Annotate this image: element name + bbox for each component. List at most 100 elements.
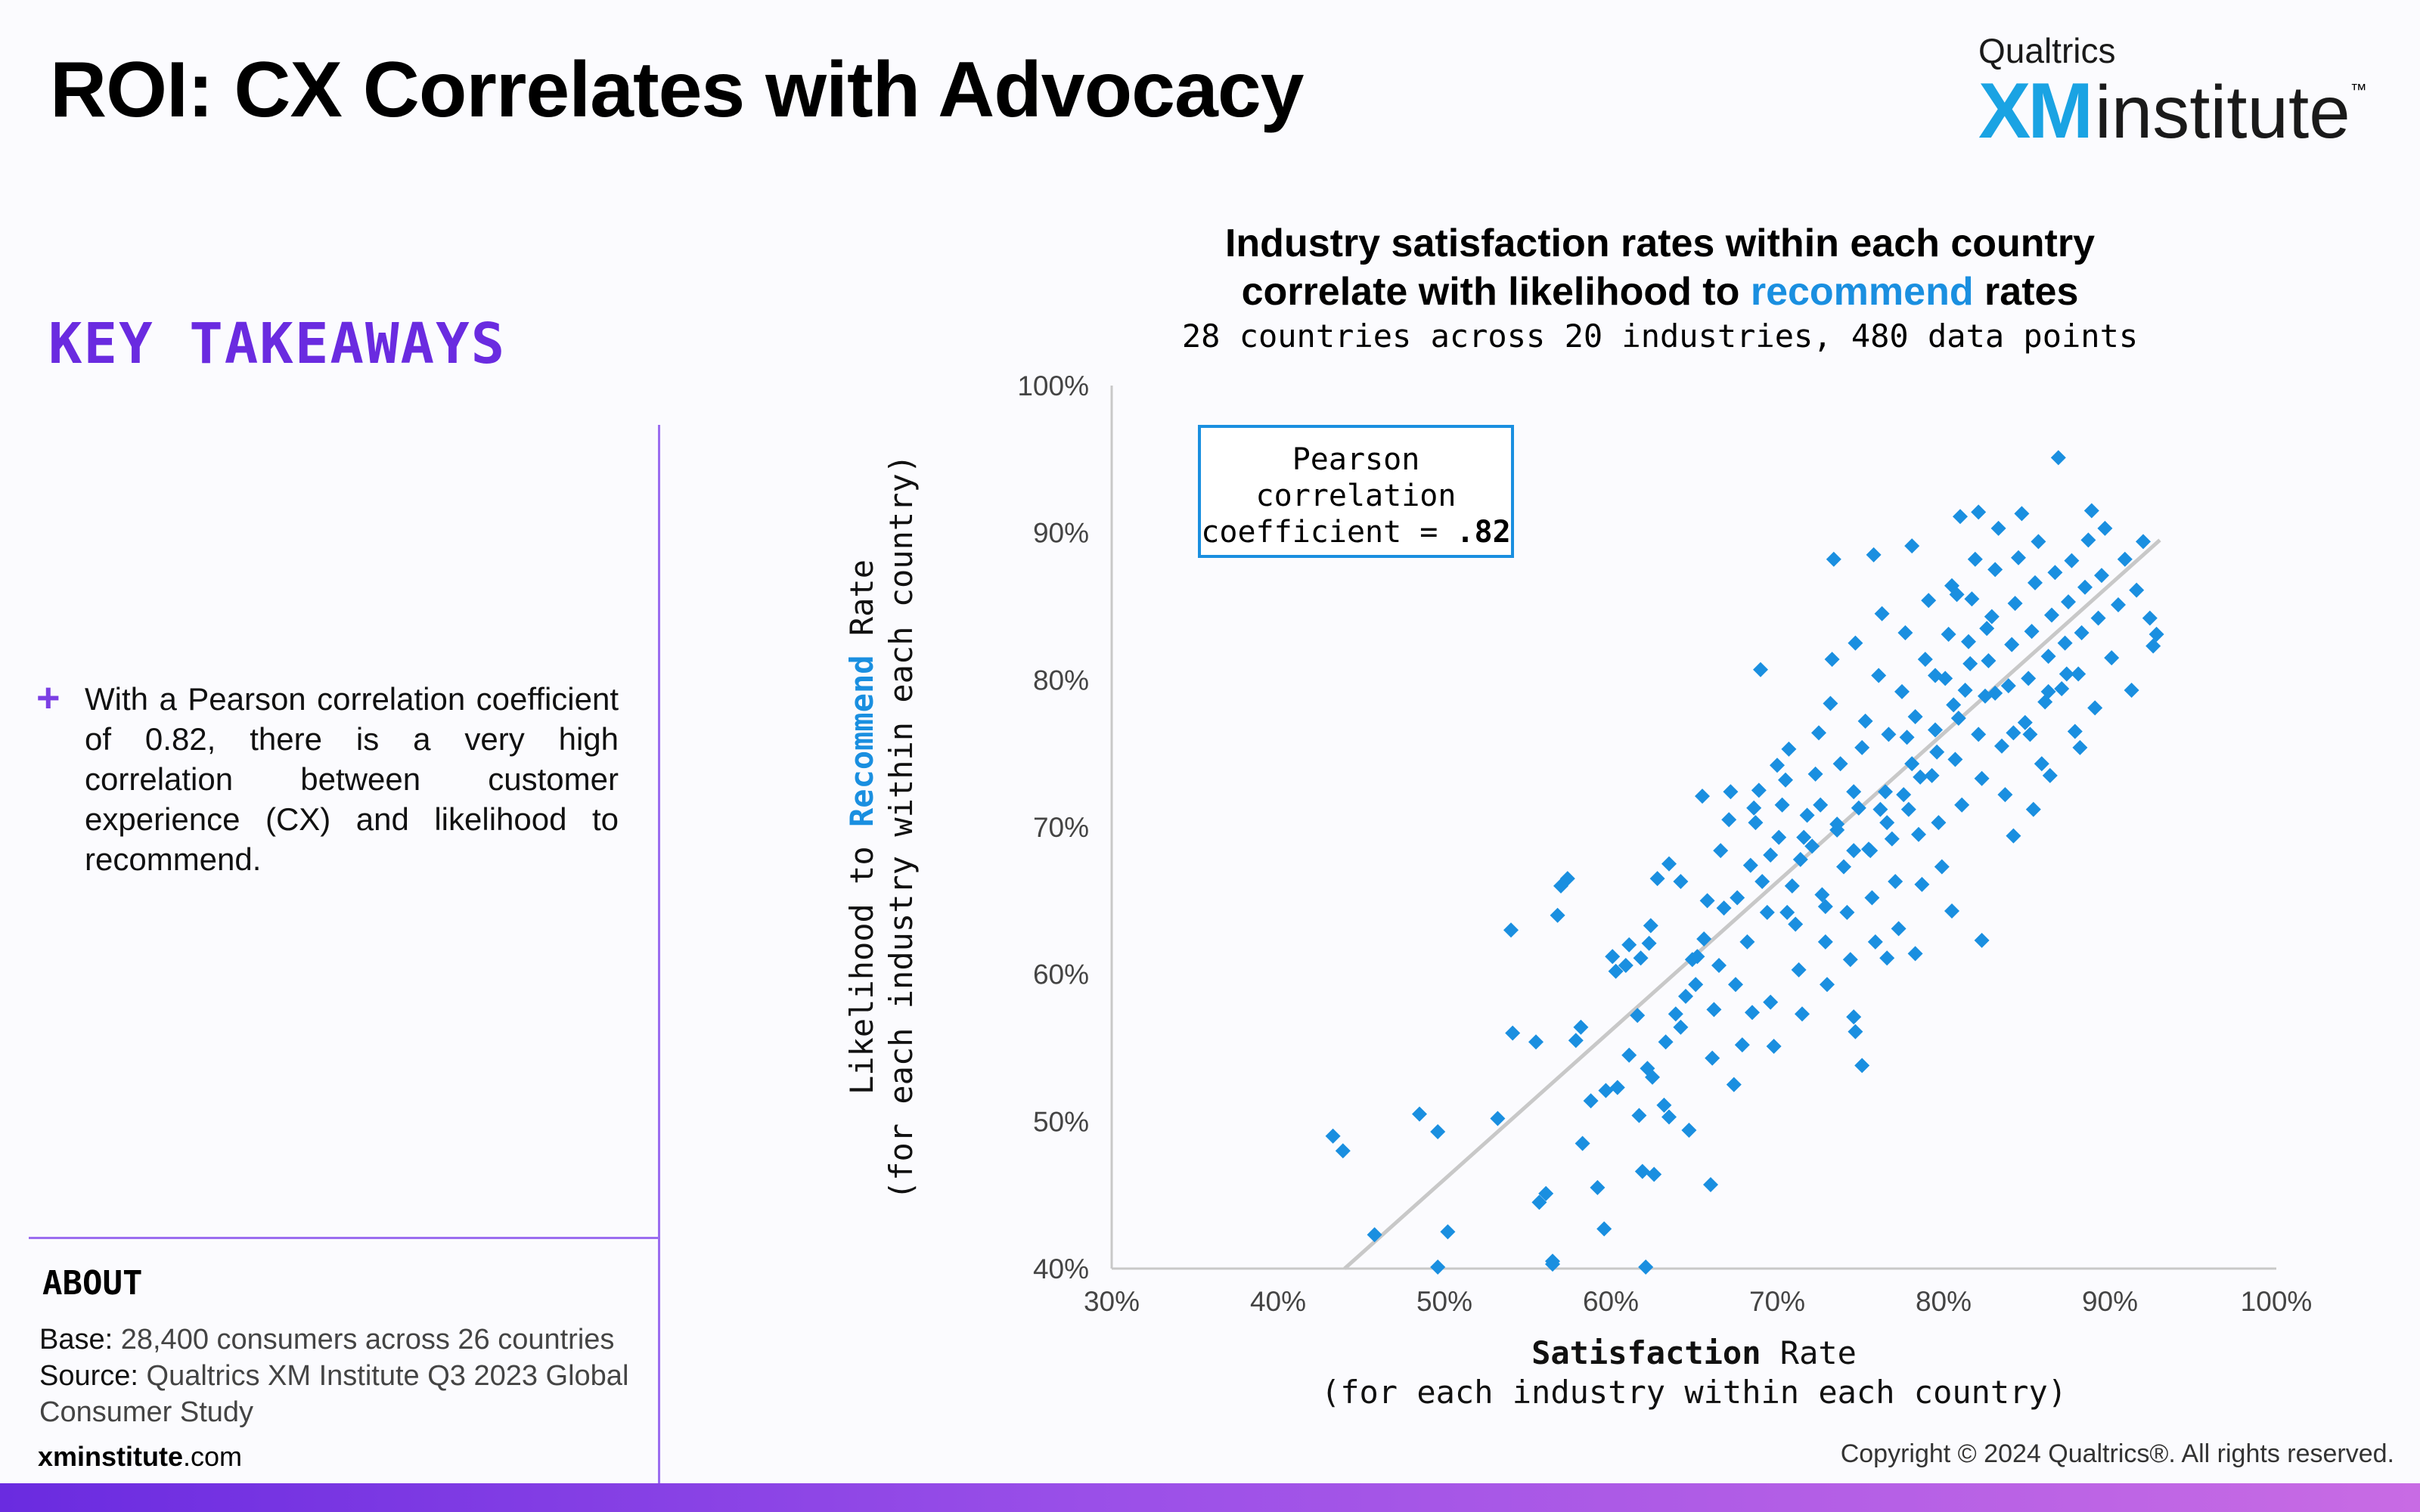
data-point <box>1730 890 1745 906</box>
data-point <box>1891 921 1907 937</box>
data-point <box>1696 931 1712 947</box>
y-axis-label: Likelihood to Recommend Rate (for each i… <box>842 449 921 1205</box>
y-axis-label-line2: (for each industry within each country) <box>883 454 920 1201</box>
correlation-annotation: Pearson correlation coefficient = .82 <box>1198 425 1514 558</box>
data-point <box>2017 714 2033 730</box>
data-point <box>1929 744 1945 760</box>
x-tick-labels: 30% 40% 50% 60% 70% 80% 90% 100% <box>1084 1286 2312 1317</box>
data-point <box>1814 887 1830 903</box>
source-value: Qualtrics XM Institute Q3 2023 Global Co… <box>39 1360 629 1428</box>
y-tick-label: 80% <box>1033 665 1089 696</box>
y-tick-labels: 40% 50% 60% 70% 80% 90% 100% <box>1017 370 1089 1284</box>
data-point <box>1946 697 1962 713</box>
data-point <box>2040 683 2056 699</box>
data-point <box>1962 655 1978 671</box>
data-point <box>1846 784 1862 800</box>
data-point <box>1430 1259 1446 1275</box>
data-point <box>1874 606 1890 621</box>
data-point <box>1888 874 1903 890</box>
data-point <box>2094 568 2109 584</box>
data-point <box>1689 949 1705 965</box>
data-point <box>1879 950 1895 966</box>
data-point <box>1896 787 1912 803</box>
data-point <box>2117 551 2133 567</box>
about-base: Base: 28,400 consumers across 26 countri… <box>39 1321 659 1358</box>
data-point <box>1490 1111 1506 1126</box>
data-point <box>2025 801 2041 817</box>
sidebar-divider-vertical <box>658 425 660 1483</box>
data-point <box>1974 932 1990 948</box>
data-point <box>1994 738 2009 754</box>
data-point <box>1899 730 1915 745</box>
data-point <box>1503 922 1519 938</box>
annotation-value: .82 <box>1456 515 1511 550</box>
data-point <box>1673 1019 1689 1035</box>
data-point <box>1914 876 1930 892</box>
y-axis-label-post: Rate <box>843 559 880 655</box>
footer-site-link[interactable]: xminstitute.com <box>38 1441 242 1473</box>
takeaway-text: With a Pearson correlation coefficient o… <box>85 681 619 877</box>
data-point <box>1658 1034 1674 1050</box>
data-point <box>1726 1077 1742 1092</box>
data-point <box>2044 607 2059 623</box>
plot-axes <box>1110 386 2276 1270</box>
y-tick-label: 70% <box>1033 812 1089 843</box>
data-point <box>2011 550 2026 565</box>
data-point <box>1771 829 1787 845</box>
data-point <box>1661 1109 1677 1125</box>
data-point <box>1640 1061 1655 1077</box>
y-axis-label-pre: Likelihood to <box>843 827 880 1095</box>
base-label: Base: <box>39 1324 113 1356</box>
data-point <box>1668 1006 1683 1022</box>
data-point <box>1904 538 1920 554</box>
bottom-gradient-bar <box>0 1483 2420 1512</box>
data-point <box>2022 727 2038 742</box>
data-point <box>1813 797 1829 813</box>
data-point <box>1641 935 1657 951</box>
data-point <box>1505 1025 1521 1041</box>
qualtrics-xm-institute-logo: Qualtrics XMinstitute™ <box>1978 30 2367 156</box>
data-point <box>2142 610 2158 626</box>
data-point <box>2014 506 2030 522</box>
data-point <box>1792 851 1808 867</box>
data-point <box>2024 624 2040 640</box>
data-point <box>2111 597 2126 613</box>
data-point <box>1788 916 1804 932</box>
chart-title-highlight: recommend <box>1750 270 1974 314</box>
data-point <box>1791 962 1807 978</box>
data-point <box>1766 1039 1782 1055</box>
chart-header: Industry satisfaction rates within each … <box>968 219 2352 355</box>
data-point <box>2074 625 2090 641</box>
data-point <box>1609 1080 1625 1095</box>
data-point <box>1706 1002 1722 1018</box>
data-point <box>2007 596 2023 612</box>
data-point <box>1848 635 1863 651</box>
data-point <box>1941 626 1956 642</box>
data-point <box>1804 838 1820 854</box>
data-point <box>1997 787 2013 803</box>
y-tick-label: 50% <box>1033 1106 1089 1137</box>
chart-subtitle: 28 countries across 20 industries, 480 d… <box>1181 318 2139 355</box>
logo-xm-text: XM <box>1978 67 2093 155</box>
data-point <box>2129 582 2145 598</box>
data-point <box>1781 741 1797 757</box>
data-point <box>1568 1033 1584 1049</box>
data-point <box>1799 807 1815 823</box>
plus-icon: + <box>36 675 60 720</box>
chart-title-line2-post: rates <box>1973 270 2079 314</box>
data-point <box>1734 1037 1750 1053</box>
data-point <box>1854 1058 1870 1074</box>
data-point <box>1984 609 2000 624</box>
x-tick-label: 50% <box>1416 1286 1472 1317</box>
data-point <box>1950 710 1966 726</box>
data-point <box>2059 666 2074 682</box>
data-point <box>1832 756 1848 772</box>
data-point <box>2145 638 2161 654</box>
data-point <box>2061 594 2076 610</box>
data-point <box>1848 1024 1863 1040</box>
data-point <box>1531 1194 1547 1210</box>
data-point <box>1954 797 1970 813</box>
data-point <box>2040 649 2056 665</box>
data-point <box>1824 652 1840 668</box>
data-point <box>1723 784 1739 800</box>
